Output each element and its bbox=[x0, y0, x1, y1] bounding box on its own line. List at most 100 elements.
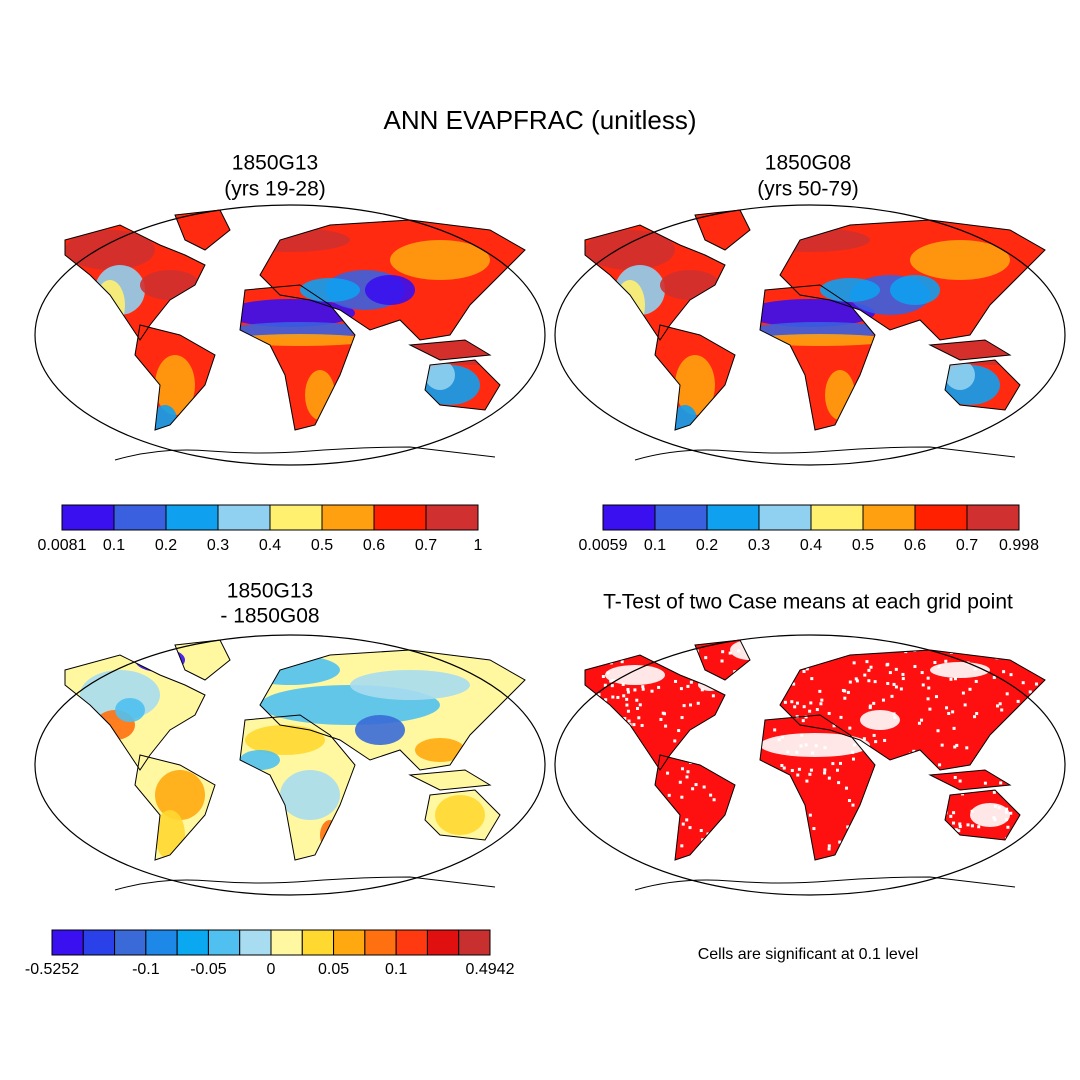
speck bbox=[1034, 859, 1038, 860]
speck bbox=[650, 689, 654, 693]
speck bbox=[654, 657, 658, 661]
speck bbox=[601, 674, 605, 678]
speck bbox=[974, 884, 977, 887]
speck bbox=[790, 768, 794, 772]
speck bbox=[588, 653, 592, 657]
land-patch bbox=[745, 299, 875, 327]
speck bbox=[1005, 807, 1009, 811]
speck bbox=[851, 750, 855, 754]
speck bbox=[700, 688, 704, 692]
colorbar-label: -0.1 bbox=[132, 961, 160, 978]
speck bbox=[795, 750, 799, 754]
colorbar-cell bbox=[758, 504, 812, 531]
colorbar-label: 0.3 bbox=[207, 537, 229, 554]
speck bbox=[632, 723, 636, 727]
speck bbox=[1033, 836, 1037, 840]
speck bbox=[926, 697, 930, 701]
speck bbox=[917, 721, 921, 725]
speck bbox=[867, 668, 871, 672]
speck bbox=[883, 738, 887, 742]
panel-title: (yrs 50-79) bbox=[757, 178, 859, 201]
speck bbox=[611, 695, 615, 699]
speck bbox=[607, 856, 611, 860]
speck bbox=[996, 873, 999, 876]
speck bbox=[728, 651, 732, 655]
colorbar-cell bbox=[862, 504, 916, 531]
land-patch bbox=[585, 230, 675, 270]
speck bbox=[804, 715, 808, 719]
speck bbox=[973, 667, 977, 671]
speck bbox=[947, 711, 951, 715]
speck bbox=[1037, 687, 1041, 691]
colorbar-cell bbox=[458, 929, 491, 956]
speck bbox=[790, 700, 794, 704]
land-patch bbox=[155, 355, 195, 415]
speck bbox=[846, 825, 850, 829]
speck bbox=[873, 680, 877, 684]
speck bbox=[579, 689, 582, 692]
speck bbox=[641, 685, 645, 689]
panel-note: Cells are significant at 0.1 level bbox=[698, 946, 919, 963]
speck bbox=[975, 712, 979, 716]
speck bbox=[804, 743, 808, 747]
speck bbox=[1014, 851, 1018, 855]
speck bbox=[572, 880, 575, 883]
speck bbox=[846, 690, 850, 694]
speck bbox=[686, 684, 690, 688]
speck bbox=[934, 695, 938, 699]
speck bbox=[702, 785, 706, 789]
colorbar-cell bbox=[654, 504, 708, 531]
speck bbox=[940, 743, 944, 747]
speck bbox=[1019, 875, 1022, 878]
speck bbox=[1005, 818, 1009, 822]
speck bbox=[777, 738, 781, 742]
speck bbox=[680, 716, 684, 720]
antarctica bbox=[114, 446, 496, 461]
speck bbox=[1031, 854, 1035, 858]
colorbar-label: 1 bbox=[474, 537, 483, 554]
speck bbox=[641, 687, 645, 691]
speck bbox=[831, 762, 835, 766]
speck bbox=[623, 717, 627, 721]
speck bbox=[620, 648, 624, 652]
speck bbox=[867, 679, 871, 683]
speck bbox=[970, 824, 974, 828]
figure-title: ANN EVAPFRAC (unitless) bbox=[383, 105, 696, 135]
speck bbox=[808, 709, 812, 713]
speck bbox=[780, 735, 784, 739]
speck bbox=[1011, 875, 1014, 878]
speck bbox=[1044, 648, 1045, 652]
speck bbox=[629, 648, 633, 652]
speck bbox=[667, 793, 671, 797]
panel-title: (yrs 19-28) bbox=[224, 178, 326, 201]
speck bbox=[819, 702, 823, 706]
speck bbox=[958, 825, 962, 829]
speck bbox=[680, 844, 684, 848]
antarctica bbox=[634, 876, 1016, 891]
speck bbox=[955, 743, 959, 747]
speck bbox=[936, 729, 940, 733]
speck bbox=[577, 651, 580, 654]
speck bbox=[892, 712, 896, 716]
speck bbox=[585, 696, 586, 700]
speck bbox=[868, 704, 872, 708]
speck bbox=[944, 659, 948, 663]
speck bbox=[814, 744, 818, 748]
speck bbox=[953, 745, 957, 749]
colorbar-label: 0.0081 bbox=[38, 537, 87, 554]
speck bbox=[920, 671, 924, 675]
speck bbox=[848, 680, 852, 684]
colorbar-label: 0.3 bbox=[748, 537, 770, 554]
speck bbox=[574, 827, 577, 830]
colorbar-cell bbox=[426, 929, 460, 956]
colorbar-cell bbox=[82, 929, 116, 956]
speck bbox=[1021, 878, 1024, 881]
map-border bbox=[554, 634, 1066, 896]
speck bbox=[949, 814, 953, 818]
speck bbox=[685, 818, 689, 822]
colorbar-cell bbox=[114, 929, 147, 956]
speck bbox=[810, 677, 814, 681]
colorbar-cell bbox=[61, 504, 115, 531]
speck bbox=[611, 678, 615, 682]
